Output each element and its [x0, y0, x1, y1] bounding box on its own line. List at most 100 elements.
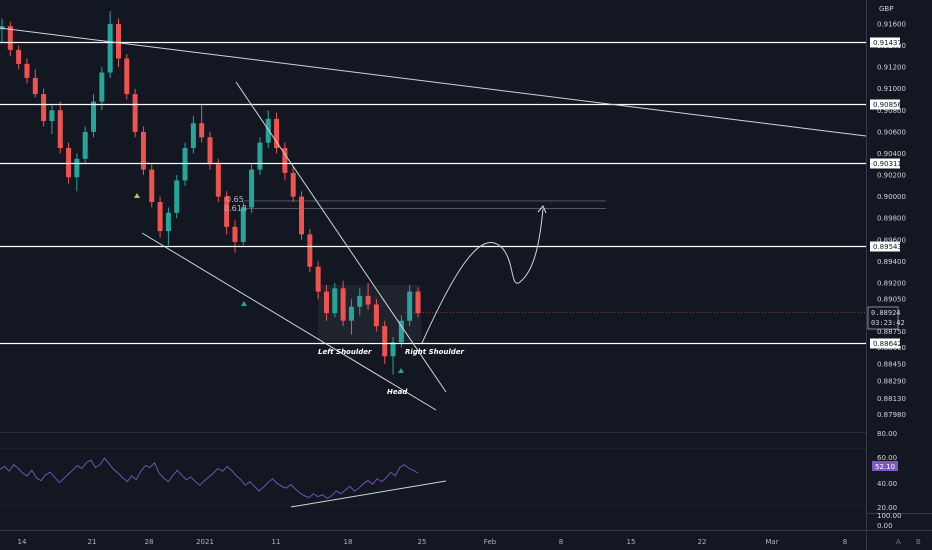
price-tick: 0.89800 [877, 215, 906, 223]
candle-body [332, 288, 338, 314]
left-shoulder-label: Left Shoulder [318, 348, 372, 356]
candle-body [165, 212, 171, 232]
candle-body [290, 172, 296, 197]
candle-body [257, 142, 263, 170]
rsi-tick-100: 100.00 [877, 512, 902, 520]
rsi-tick-0: 0.00 [877, 522, 893, 530]
date-tick: 14 [18, 538, 27, 546]
price-tick: 0.91000 [877, 85, 906, 93]
price-tick: 0.91200 [877, 64, 906, 72]
candles [0, 11, 421, 375]
candle-body [174, 180, 180, 213]
projection-path[interactable] [421, 208, 544, 344]
price-tick: 0.91600 [877, 20, 906, 28]
signal-up-marker-2 [241, 301, 247, 306]
price-tick: 0.90000 [877, 193, 906, 201]
candle-body [49, 110, 55, 122]
candle-body [390, 342, 396, 357]
price-tick: 0.90600 [877, 128, 906, 136]
price-tick: 0.90200 [877, 172, 906, 180]
current-price-label: 0.88924 [871, 309, 901, 317]
price-tick: 0.88130 [877, 395, 906, 403]
date-tick: 25 [418, 538, 427, 546]
date-tick: 8 [843, 538, 847, 546]
candle-body [207, 137, 213, 165]
auto-scale-toggle[interactable]: A [896, 538, 901, 546]
price-tick: 0.88450 [877, 360, 906, 368]
candle-body [115, 23, 121, 59]
price-tick: 0.90400 [877, 150, 906, 158]
candle-body [274, 118, 280, 149]
candle-body [140, 131, 146, 170]
candle-body [232, 226, 238, 242]
level-tag [870, 99, 900, 110]
wedge-lower-line[interactable] [141, 232, 437, 411]
candle-body [199, 123, 205, 138]
candle-body [407, 291, 413, 321]
price-tick: 0.89200 [877, 279, 906, 287]
candle-body [124, 58, 130, 95]
level-tag-label: 0.91437 [873, 39, 902, 47]
fib-retracement[interactable] [244, 200, 606, 209]
rsi-value-label: 52.10 [875, 463, 895, 471]
candle-body [132, 94, 138, 132]
currency-label: GBP [879, 5, 893, 13]
level-tag [870, 241, 900, 252]
candle-body [149, 169, 155, 203]
date-tick: 8 [559, 538, 563, 546]
candle-body [224, 196, 230, 227]
candle-body [357, 295, 363, 307]
level-tag [870, 37, 900, 48]
candle-body [41, 94, 47, 122]
candle-body [24, 63, 30, 78]
candle-body [0, 26, 5, 30]
price-tick: 0.88750 [877, 328, 906, 336]
signal-up-marker [398, 368, 404, 373]
candle-body [157, 202, 163, 232]
level-tag [870, 338, 900, 349]
date-tick: Mar [765, 538, 778, 546]
date-tick: Feb [484, 538, 497, 546]
rsi-trend-line[interactable] [290, 480, 447, 508]
level-tag-label: 0.88642 [873, 340, 902, 348]
signal-marker [134, 193, 140, 198]
date-tick: 15 [627, 538, 636, 546]
date-tick: 2021 [196, 538, 214, 546]
price-tick: 0.87980 [877, 411, 906, 419]
rsi-tick-20: 20.00 [877, 504, 897, 512]
candle-body [32, 77, 38, 95]
current-price-tag [867, 306, 899, 330]
candle-body [398, 320, 404, 343]
date-axis[interactable]: 14 21 28 2021 11 18 25 Feb 8 15 22 Mar 8 [18, 538, 848, 546]
projection-arrowhead [537, 205, 547, 214]
candle-body [323, 291, 329, 314]
candle-body [249, 169, 255, 208]
rsi-line [0, 457, 419, 500]
candle-body [7, 26, 13, 50]
candle-body [57, 110, 63, 149]
countdown-label: 03:23:42 [871, 319, 905, 327]
horizontal-levels[interactable] [0, 41, 866, 345]
price-tick: 0.88290 [877, 378, 906, 386]
candle-body [382, 326, 388, 357]
candle-body [182, 148, 188, 181]
date-tick: 18 [344, 538, 353, 546]
candle-body [282, 148, 288, 173]
date-tick: 22 [698, 538, 707, 546]
wedge-upper-line[interactable] [235, 81, 447, 393]
candle-body [107, 23, 113, 73]
log-scale-toggle[interactable]: B [916, 538, 921, 546]
fib-label-0618: 0.618 [224, 204, 247, 213]
candle-body [315, 266, 321, 292]
candle-body [348, 306, 354, 321]
long-trend-line[interactable] [0, 27, 867, 137]
rsi-value-tag [872, 461, 898, 471]
level-tag-label: 0.89543 [873, 243, 902, 251]
candle-body [307, 234, 313, 267]
date-tick: 28 [145, 538, 154, 546]
candle-body [265, 118, 271, 143]
level-tag-label: 0.90856 [873, 101, 902, 109]
candle-body [340, 288, 346, 321]
candle-body [415, 291, 421, 314]
